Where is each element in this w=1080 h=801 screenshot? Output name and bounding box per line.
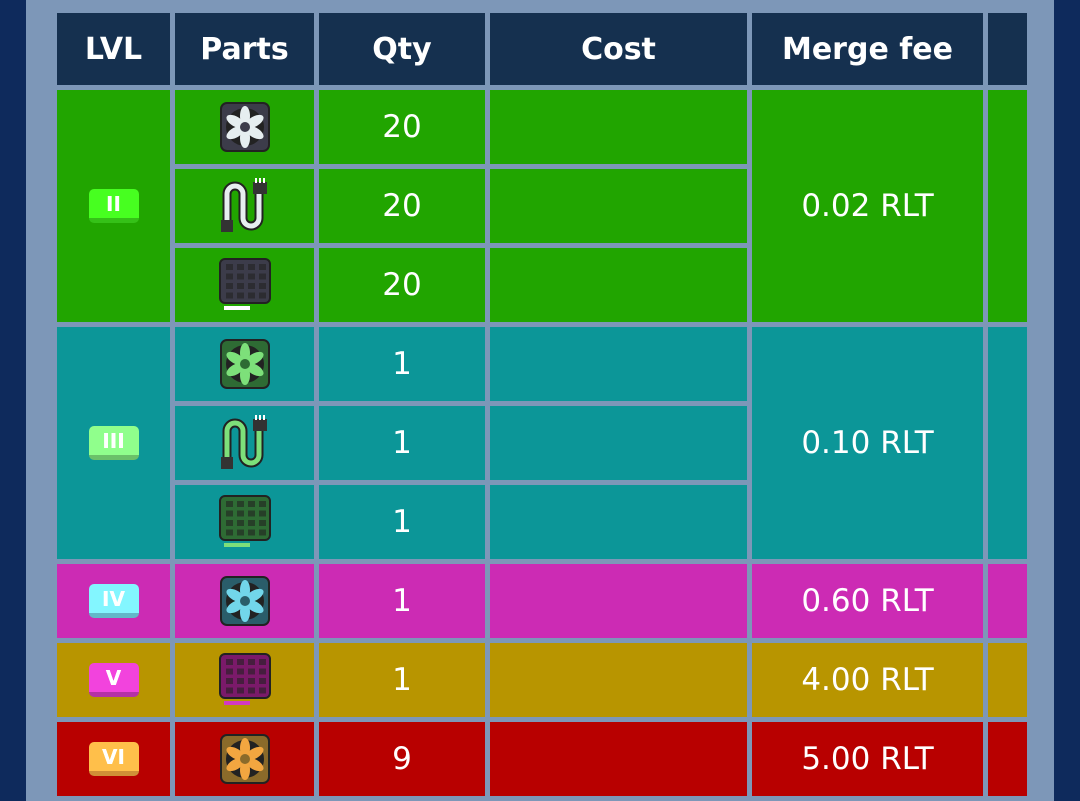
- part-cell: [175, 248, 314, 322]
- cost-cell: [490, 722, 747, 796]
- level-cell: IV: [57, 564, 170, 638]
- extra-cell: [988, 90, 1027, 322]
- qty-cell: 9: [319, 722, 485, 796]
- part-cell: [175, 485, 314, 559]
- part-cell: [175, 406, 314, 480]
- extra-cell: [988, 722, 1027, 796]
- extra-cell: [988, 643, 1027, 717]
- cost-cell: [490, 248, 747, 322]
- level-badge: II: [88, 189, 139, 223]
- header-cell: LVL: [57, 13, 170, 85]
- header-cell: Merge fee: [752, 13, 983, 85]
- level-cell: II: [57, 90, 170, 322]
- merge-fee-cell: 0.10 RLT: [752, 327, 983, 559]
- merge-fee-cell: 4.00 RLT: [752, 643, 983, 717]
- extra-cell: [988, 564, 1027, 638]
- cost-cell: [490, 406, 747, 480]
- qty-cell: 20: [319, 248, 485, 322]
- level-cell: VI: [57, 722, 170, 796]
- header-cell: Cost: [490, 13, 747, 85]
- part-cell: [175, 564, 314, 638]
- qty-cell: 1: [319, 327, 485, 401]
- level-badge: V: [88, 663, 139, 697]
- cost-cell: [490, 643, 747, 717]
- part-cell: [175, 722, 314, 796]
- header-cell: Parts: [175, 13, 314, 85]
- qty-cell: 1: [319, 406, 485, 480]
- level-badge: III: [88, 426, 139, 460]
- level-badge: VI: [88, 742, 139, 776]
- level-badge: IV: [88, 584, 139, 618]
- qty-cell: 20: [319, 169, 485, 243]
- qty-cell: 20: [319, 90, 485, 164]
- level-cell: V: [57, 643, 170, 717]
- qty-cell: 1: [319, 643, 485, 717]
- part-cell: [175, 90, 314, 164]
- level-cell: III: [57, 327, 170, 559]
- cost-cell: [490, 169, 747, 243]
- merge-fee-cell: 0.60 RLT: [752, 564, 983, 638]
- extra-cell: [988, 327, 1027, 559]
- qty-cell: 1: [319, 485, 485, 559]
- merge-fee-cell: 5.00 RLT: [752, 722, 983, 796]
- cost-cell: [490, 485, 747, 559]
- cost-cell: [490, 90, 747, 164]
- header-cell: Qty: [319, 13, 485, 85]
- part-cell: [175, 643, 314, 717]
- cost-cell: [490, 564, 747, 638]
- part-cell: [175, 169, 314, 243]
- part-cell: [175, 327, 314, 401]
- merge-fee-cell: 0.02 RLT: [752, 90, 983, 322]
- header-cell: [988, 13, 1027, 85]
- cost-cell: [490, 327, 747, 401]
- qty-cell: 1: [319, 564, 485, 638]
